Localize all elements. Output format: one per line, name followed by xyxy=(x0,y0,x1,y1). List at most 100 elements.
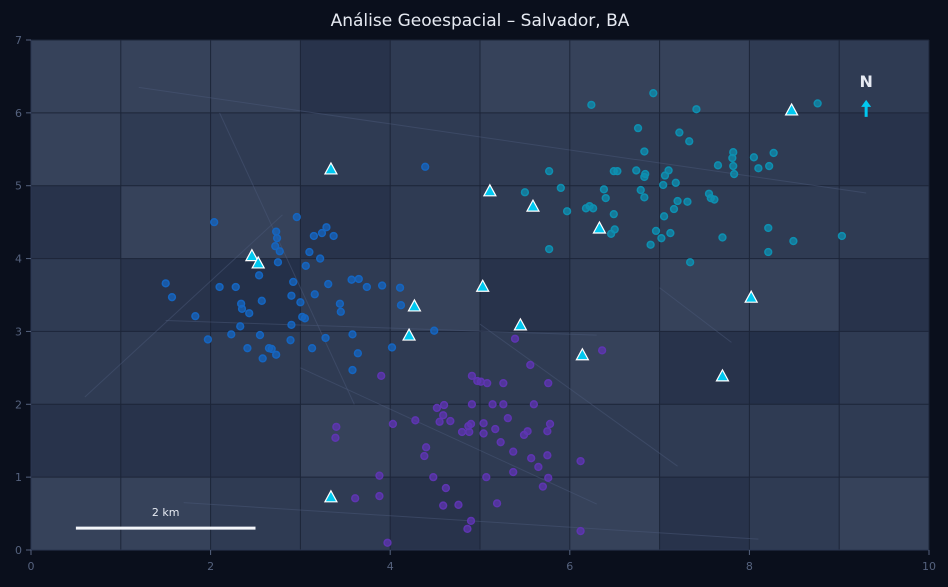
data-point xyxy=(429,472,438,482)
x-tick-label: 4 xyxy=(387,560,394,573)
data-point xyxy=(411,416,420,425)
data-point xyxy=(749,153,759,162)
data-point xyxy=(765,161,774,171)
data-point xyxy=(272,234,282,243)
map-tile xyxy=(31,331,121,405)
map-tile xyxy=(659,40,750,113)
data-point xyxy=(544,166,554,176)
data-point xyxy=(463,524,472,534)
data-point xyxy=(496,438,505,447)
data-point xyxy=(499,379,508,388)
map-tile xyxy=(659,331,750,405)
data-point xyxy=(351,494,360,503)
data-point xyxy=(237,304,247,313)
triangle-marker xyxy=(592,220,607,234)
map-tile xyxy=(749,258,840,332)
x-tick-label: 6 xyxy=(566,560,573,573)
map-tile xyxy=(749,331,840,405)
map-tile xyxy=(749,477,840,550)
data-point xyxy=(227,330,236,339)
map-tile xyxy=(390,258,480,332)
map-tile xyxy=(569,331,660,405)
road-line xyxy=(138,86,867,194)
data-point xyxy=(362,282,372,292)
data-point xyxy=(685,258,695,267)
map-tile xyxy=(210,477,301,550)
map-tile xyxy=(31,477,121,550)
map-tile xyxy=(749,112,840,186)
data-point xyxy=(813,99,822,108)
map-tile xyxy=(120,112,211,186)
triangle-marker xyxy=(744,289,759,303)
data-point xyxy=(556,183,565,193)
map-tile xyxy=(839,477,929,550)
data-point xyxy=(666,228,675,238)
data-point xyxy=(335,299,345,308)
data-point xyxy=(491,424,500,434)
data-point xyxy=(529,400,539,409)
data-point xyxy=(509,467,518,477)
map-tile xyxy=(300,477,391,550)
data-point xyxy=(599,185,609,194)
data-point xyxy=(289,277,298,287)
data-point xyxy=(329,231,338,241)
data-point xyxy=(669,204,679,214)
map-tile xyxy=(749,185,840,259)
map-tile xyxy=(569,258,660,332)
scale-bar: 2 km xyxy=(75,506,256,530)
y-tick-label: 0 xyxy=(15,544,22,557)
map-tile xyxy=(300,404,391,478)
data-point xyxy=(273,258,283,267)
data-point xyxy=(692,105,701,114)
map-tile xyxy=(390,40,480,113)
data-point xyxy=(421,162,430,171)
data-point xyxy=(300,314,310,323)
data-point xyxy=(728,153,737,163)
map-tile xyxy=(480,477,570,550)
data-point xyxy=(430,326,439,335)
data-point xyxy=(718,233,727,242)
data-point xyxy=(544,244,554,254)
data-point xyxy=(597,346,607,355)
y-tick-label: 3 xyxy=(15,325,22,338)
data-point xyxy=(837,231,847,241)
data-point xyxy=(432,403,442,413)
data-point xyxy=(651,226,661,236)
data-point xyxy=(466,516,476,526)
data-point xyxy=(210,217,219,227)
data-point xyxy=(509,447,518,456)
data-point xyxy=(492,499,502,508)
data-point xyxy=(544,379,553,388)
data-point xyxy=(292,212,301,222)
data-point xyxy=(167,293,177,302)
data-point xyxy=(543,427,552,436)
data-point xyxy=(377,281,387,290)
map-tile xyxy=(839,112,929,186)
data-point xyxy=(286,336,295,345)
data-point xyxy=(395,283,405,292)
data-point xyxy=(685,137,694,146)
data-point xyxy=(243,344,252,353)
data-point xyxy=(527,454,536,463)
map-tile xyxy=(390,331,480,405)
data-point xyxy=(324,279,333,289)
data-point xyxy=(254,271,264,280)
data-point xyxy=(348,330,357,339)
data-point xyxy=(203,335,213,344)
data-point xyxy=(309,231,319,241)
map-tile xyxy=(120,331,211,405)
map-tile xyxy=(480,185,570,259)
north-label: N xyxy=(859,72,872,91)
triangle-marker xyxy=(323,161,338,175)
triangle-marker xyxy=(784,102,799,116)
map-tile xyxy=(839,185,929,259)
data-point xyxy=(435,417,444,426)
data-point xyxy=(258,354,267,363)
data-point xyxy=(657,234,666,243)
data-point xyxy=(316,254,325,263)
data-point xyxy=(713,161,723,170)
data-point xyxy=(307,344,317,353)
data-point xyxy=(439,411,448,420)
map-tile xyxy=(210,40,301,113)
